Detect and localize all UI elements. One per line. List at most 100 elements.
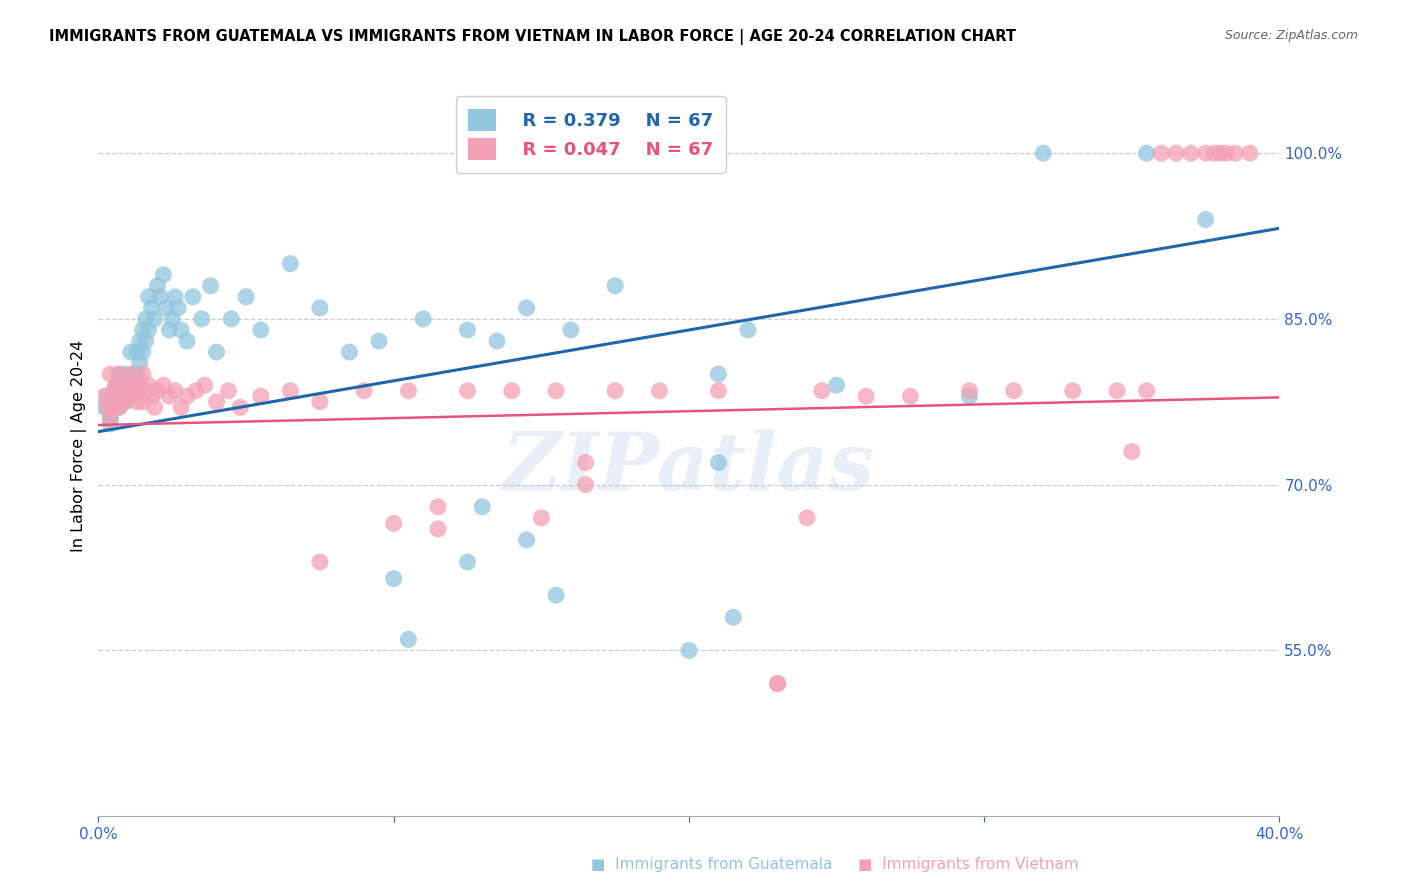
Point (138, 378, 160, 392)
Point (122, 378, 145, 392)
Point (1225, 146, 1247, 161)
Point (959, 384, 981, 398)
Point (120, 367, 142, 381)
Point (138, 323, 160, 337)
Point (128, 378, 150, 392)
Point (122, 373, 145, 387)
Point (111, 378, 134, 392)
Point (152, 378, 174, 392)
Point (157, 323, 180, 337)
Point (194, 378, 217, 392)
Point (143, 312, 166, 326)
Point (132, 367, 155, 381)
Point (146, 384, 169, 398)
Point (103, 401, 125, 415)
Text: Source: ZipAtlas.com: Source: ZipAtlas.com (1225, 29, 1358, 42)
Point (125, 367, 148, 381)
Point (309, 301, 332, 315)
Point (170, 401, 193, 415)
Point (165, 384, 187, 398)
Point (427, 500, 450, 514)
Point (678, 643, 700, 657)
Point (766, 676, 789, 690)
Text: ■  Immigrants from Guatemala: ■ Immigrants from Guatemala (591, 857, 832, 872)
Point (810, 384, 832, 398)
Point (120, 345, 142, 359)
Point (486, 334, 509, 348)
Point (1002, 384, 1025, 398)
Point (125, 345, 148, 359)
Point (1180, 146, 1202, 161)
Point (1166, 146, 1188, 161)
Point (707, 384, 730, 398)
Point (155, 301, 177, 315)
Point (167, 301, 190, 315)
Point (353, 384, 375, 398)
Point (575, 456, 598, 470)
Point (205, 394, 228, 409)
Point (1062, 384, 1084, 398)
Point (412, 312, 434, 326)
Text: ZIPatlas: ZIPatlas (503, 429, 875, 507)
Point (146, 278, 169, 293)
Point (128, 334, 150, 348)
Point (103, 384, 125, 398)
Point (120, 378, 142, 392)
Point (114, 394, 136, 409)
Point (98, 367, 121, 381)
Point (96, 389, 118, 403)
Point (516, 301, 538, 315)
Point (157, 389, 180, 403)
Point (93, 389, 115, 403)
Point (1107, 384, 1129, 398)
Point (117, 378, 139, 392)
Point (235, 290, 257, 304)
Point (111, 384, 134, 398)
Point (530, 511, 553, 525)
Point (1209, 146, 1232, 161)
Point (135, 384, 157, 398)
Point (96, 401, 118, 415)
Point (176, 389, 198, 403)
Point (605, 278, 627, 293)
Point (250, 323, 273, 337)
Text: IMMIGRANTS FROM GUATEMALA VS IMMIGRANTS FROM VIETNAM IN LABOR FORCE | AGE 20-24 : IMMIGRANTS FROM GUATEMALA VS IMMIGRANTS … (49, 29, 1017, 45)
Point (516, 533, 538, 547)
Point (105, 378, 128, 392)
Point (200, 278, 222, 293)
Point (98, 411, 121, 425)
Point (205, 345, 228, 359)
Point (250, 389, 273, 403)
Point (959, 389, 981, 403)
Point (309, 555, 332, 569)
Point (98, 417, 121, 431)
Point (427, 522, 450, 536)
Point (105, 378, 128, 392)
Point (229, 401, 252, 415)
Point (103, 389, 125, 403)
Point (1195, 212, 1218, 227)
Point (1121, 444, 1143, 458)
Point (398, 632, 420, 647)
Point (103, 401, 125, 415)
Point (1215, 146, 1237, 161)
Point (111, 389, 134, 403)
Point (221, 312, 243, 326)
Point (280, 384, 302, 398)
Point (114, 394, 136, 409)
Point (132, 345, 155, 359)
Point (1136, 146, 1159, 161)
Point (176, 334, 198, 348)
Point (1150, 146, 1173, 161)
Point (382, 572, 405, 586)
Point (737, 323, 759, 337)
Point (766, 676, 789, 690)
Y-axis label: In Labor Force | Age 20-24: In Labor Force | Age 20-24 (72, 340, 87, 552)
Point (398, 384, 420, 398)
Point (457, 555, 479, 569)
Point (108, 401, 131, 415)
Point (117, 389, 139, 403)
Point (309, 394, 332, 409)
Point (707, 367, 730, 381)
Point (108, 367, 131, 381)
